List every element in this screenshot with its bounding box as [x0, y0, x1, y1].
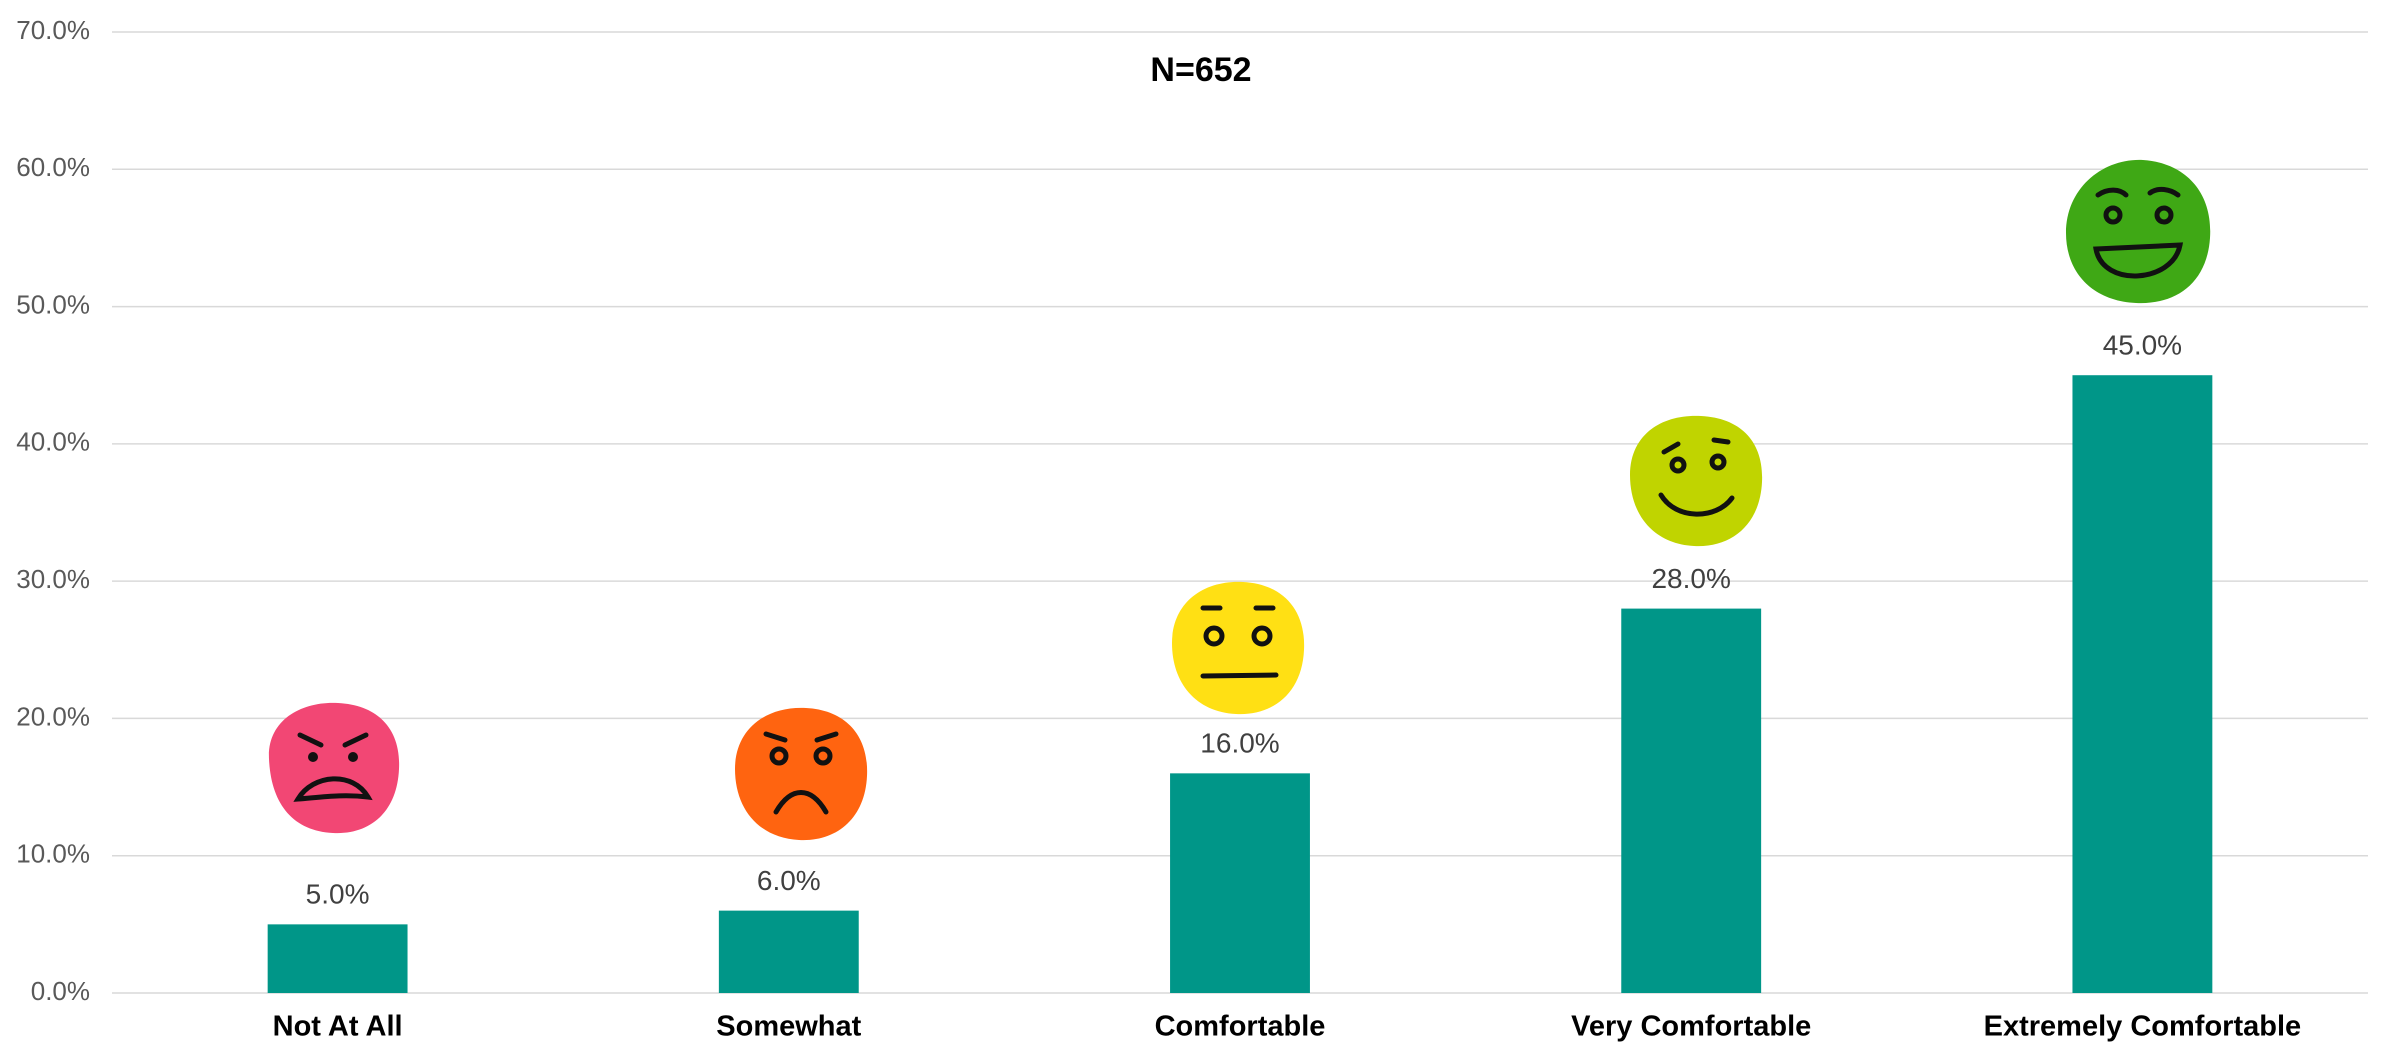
happy-face: [1630, 415, 1763, 547]
x-tick-label: Not At All: [273, 1011, 403, 1043]
value-label: 45.0%: [2103, 330, 2182, 361]
bar: [2072, 375, 2213, 993]
value-label: 28.0%: [1651, 563, 1730, 594]
y-tick-label: 60.0%: [16, 152, 90, 182]
chart-title: N=652: [1150, 51, 1251, 89]
sad-face: [735, 707, 868, 841]
x-tick-label: Somewhat: [716, 1011, 861, 1043]
very-happy-face: [2066, 159, 2211, 304]
angry-face: [268, 702, 400, 834]
y-tick-label: 10.0%: [16, 839, 90, 869]
value-label: 6.0%: [757, 865, 821, 896]
bar: [718, 910, 859, 993]
y-tick-label: 30.0%: [16, 564, 90, 594]
bar: [267, 924, 408, 993]
y-tick-label: 70.0%: [16, 15, 90, 45]
neutral-face: [1172, 581, 1305, 715]
face-icons: [268, 159, 2211, 841]
x-tick-label: Comfortable: [1155, 1011, 1326, 1043]
y-tick-label: 20.0%: [16, 701, 90, 731]
y-tick-label: 40.0%: [16, 427, 90, 457]
y-tick-label: 0.0%: [31, 976, 90, 1006]
value-label: 5.0%: [306, 879, 370, 910]
x-tick-label: Extremely Comfortable: [1984, 1011, 2302, 1043]
bar: [1621, 608, 1762, 993]
bar: [1170, 773, 1310, 993]
value-label: 16.0%: [1200, 728, 1279, 759]
x-tick-label: Very Comfortable: [1571, 1011, 1811, 1043]
y-tick-label: 50.0%: [16, 289, 90, 319]
